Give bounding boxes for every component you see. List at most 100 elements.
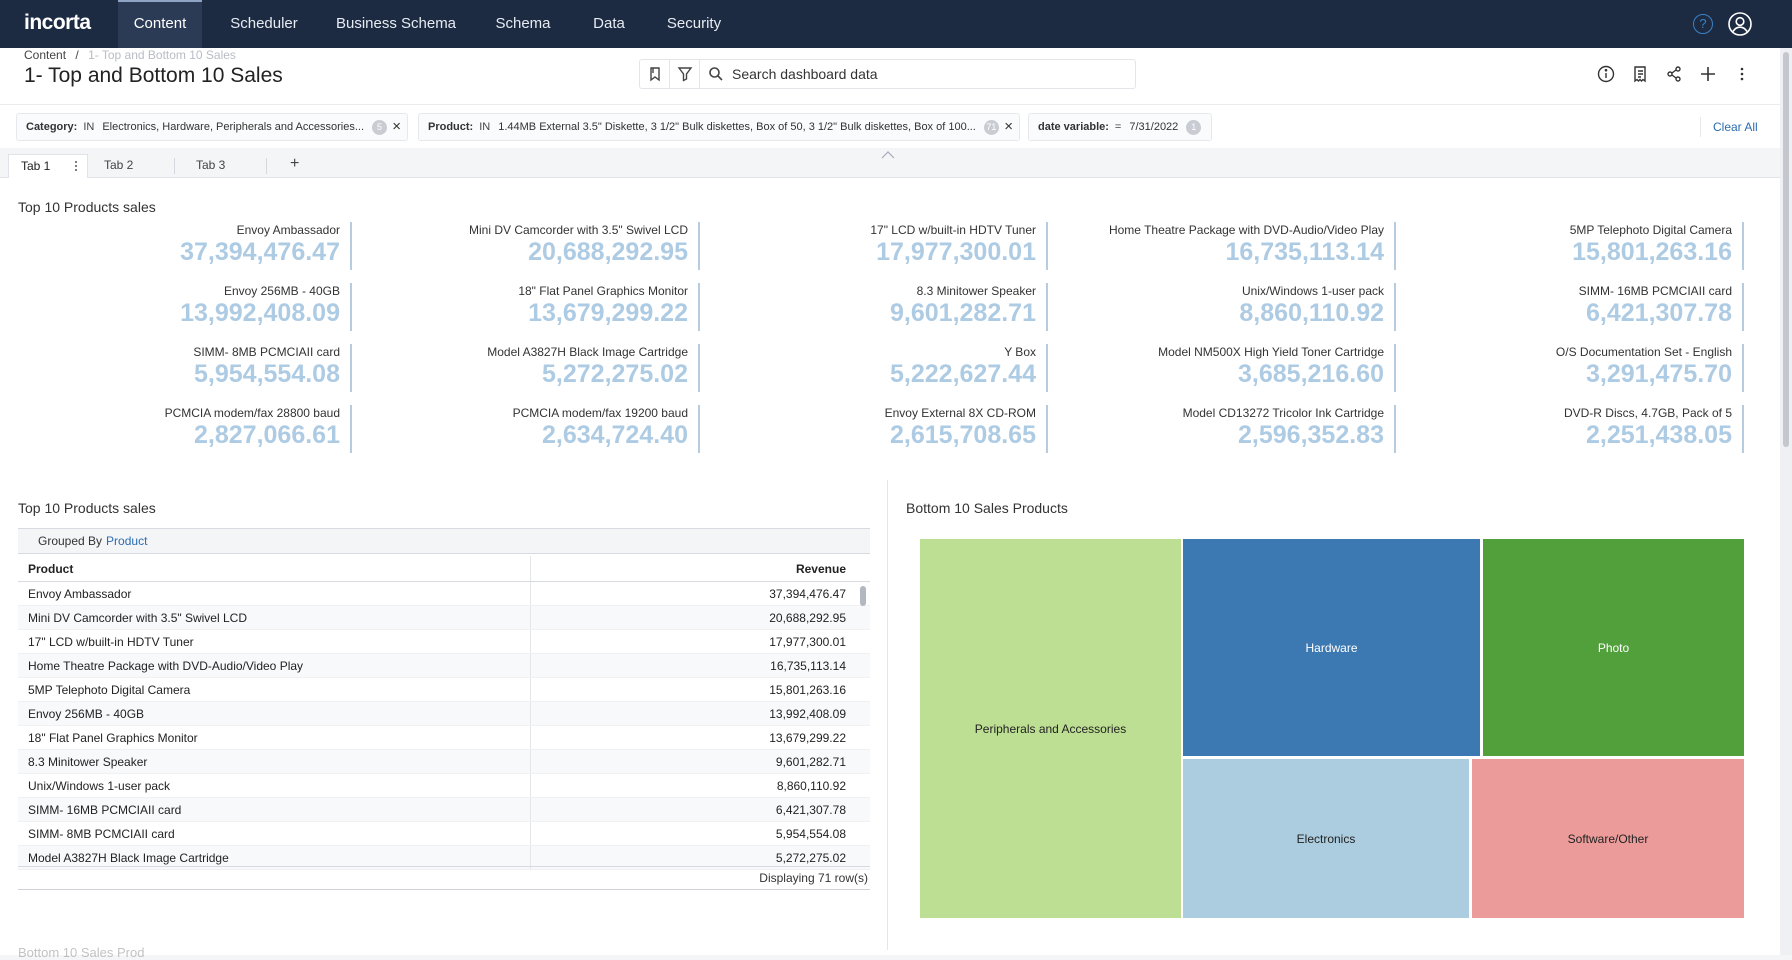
column-header-revenue[interactable]: Revenue — [795, 562, 846, 576]
notes-icon[interactable] — [1630, 64, 1650, 84]
tab-3[interactable]: Tab 3 — [196, 158, 226, 172]
column-divider — [530, 726, 531, 749]
product-cell: 17" LCD w/built-in HDTV Tuner — [28, 635, 194, 649]
clear-all-filters-button[interactable]: Clear All — [1700, 117, 1758, 137]
table-row[interactable]: SIMM- 16MB PCMCIAII card 6,421,307.78 — [18, 798, 870, 822]
kpi-card[interactable]: PCMCIA modem/fax 19200 baud 2,634,724.40 — [370, 405, 700, 453]
revenue-cell: 15,801,263.16 — [769, 683, 846, 697]
next-insight-title: Bottom 10 Sales Prod — [18, 945, 145, 960]
user-profile-icon[interactable] — [1728, 12, 1752, 36]
table-row[interactable]: Envoy 256MB - 40GB 13,992,408.09 — [18, 702, 870, 726]
page-scrollbar-thumb[interactable] — [1783, 52, 1789, 447]
nav-tab-business-schema[interactable]: Business Schema — [335, 15, 457, 32]
collapse-filters-icon[interactable] — [878, 148, 898, 162]
tile-photo[interactable]: Photo — [1483, 539, 1744, 756]
table-body: Envoy Ambassador 37,394,476.47 Mini DV Cam… — [18, 582, 870, 870]
filter-field: Category: — [26, 121, 78, 133]
share-icon[interactable] — [1664, 64, 1684, 84]
kpi-card[interactable]: Unix/Windows 1-user pack 8,860,110.92 — [1066, 283, 1396, 331]
kpi-value: 20,688,292.95 — [528, 238, 688, 266]
tile-peripherals-and-accessories[interactable]: Peripherals and Accessories — [920, 539, 1181, 918]
kpi-value: 8,860,110.92 — [1239, 299, 1384, 327]
tile-label: Software/Other — [1567, 831, 1649, 846]
table-row[interactable]: 17" LCD w/built-in HDTV Tuner 17,977,300.… — [18, 630, 870, 654]
dashboard-search-bar — [639, 59, 1136, 89]
dashboard-content: Top 10 Products sales Envoy Ambassador 37… — [0, 178, 1780, 960]
help-icon[interactable]: ? — [1693, 14, 1713, 34]
tab-1[interactable]: Tab 1 — [8, 154, 88, 178]
kpi-card[interactable]: Y Box 5,222,627.44 — [718, 344, 1048, 392]
filter-chip-product[interactable]: Product: IN 1.44MB External 3.5" Diskette,… — [418, 113, 1020, 141]
remove-filter-icon[interactable]: × — [392, 118, 401, 135]
tab-divider — [174, 158, 175, 174]
table-row[interactable]: SIMM- 8MB PCMCIAII card 5,954,554.08 — [18, 822, 870, 846]
table-row[interactable]: 8.3 Minitower Speaker 9,601,282.71 — [18, 750, 870, 774]
product-cell: Model A3827H Black Image Cartridge — [28, 851, 229, 865]
table-row[interactable]: 5MP Telephoto Digital Camera 15,801,263.1… — [18, 678, 870, 702]
nav-tab-security[interactable]: Security — [666, 15, 722, 32]
kpi-card[interactable]: Envoy Ambassador 37,394,476.47 — [22, 222, 352, 270]
kpi-card[interactable]: PCMCIA modem/fax 28800 baud 2,827,066.61 — [22, 405, 352, 453]
kpi-value: 5,954,554.08 — [194, 360, 340, 388]
kpi-value: 2,596,352.83 — [1238, 421, 1384, 449]
table-row[interactable]: Home Theatre Package with DVD-Audio/Vide… — [18, 654, 870, 678]
kpi-card[interactable]: Envoy 256MB - 40GB 13,992,408.09 — [22, 283, 352, 331]
search-input[interactable] — [732, 60, 1122, 88]
page-scrollbar[interactable] — [1780, 48, 1792, 955]
add-icon[interactable] — [1698, 64, 1718, 84]
tile-software-other[interactable]: Software/Other — [1472, 759, 1744, 918]
tab-2[interactable]: Tab 2 — [104, 158, 134, 172]
kpi-card[interactable]: Mini DV Camcorder with 3.5" Swivel LCD 20… — [370, 222, 700, 270]
filter-count-badge: 5 — [372, 119, 388, 135]
add-tab-button[interactable]: + — [290, 155, 300, 172]
table-row[interactable]: Mini DV Camcorder with 3.5" Swivel LCD 20… — [18, 606, 870, 630]
incorta-logo[interactable]: incorta — [24, 11, 91, 34]
product-cell: Envoy 256MB - 40GB — [28, 707, 145, 721]
kpi-card[interactable]: 5MP Telephoto Digital Camera 15,801,263.1… — [1414, 222, 1744, 270]
tab-menu-icon[interactable] — [71, 160, 81, 172]
kpi-card[interactable]: Envoy External 8X CD-ROM 2,615,708.65 — [718, 405, 1048, 453]
kpi-card[interactable]: 17" LCD w/built-in HDTV Tuner 17,977,300.… — [718, 222, 1048, 270]
info-icon[interactable] — [1596, 64, 1616, 84]
kpi-value: 2,615,708.65 — [890, 421, 1036, 449]
revenue-cell: 16,735,113.14 — [770, 659, 846, 673]
grouped-by-value[interactable]: Product — [106, 534, 148, 548]
kpi-card[interactable]: Home Theatre Package with DVD-Audio/Vide… — [1066, 222, 1396, 270]
filter-chip-date-variable[interactable]: date variable: = 7/31/2022 1 — [1028, 113, 1212, 141]
table-row[interactable]: 18" Flat Panel Graphics Monitor 13,679,29… — [18, 726, 870, 750]
kpi-card[interactable]: DVD-R Discs, 4.7GB, Pack of 5 2,251,438.0… — [1414, 405, 1744, 453]
breadcrumb-content-link[interactable]: Content — [24, 48, 67, 62]
table-row[interactable]: Unix/Windows 1-user pack 8,860,110.92 — [18, 774, 870, 798]
table-row[interactable]: Envoy Ambassador 37,394,476.47 — [18, 582, 870, 606]
kpi-value: 5,222,627.44 — [890, 360, 1036, 388]
revenue-cell: 5,954,554.08 — [775, 827, 846, 841]
column-divider — [530, 822, 531, 845]
more-options-icon[interactable] — [1732, 64, 1752, 84]
kpi-label: SIMM- 16MB PCMCIAII card — [1578, 284, 1732, 298]
filter-button[interactable] — [670, 60, 700, 88]
kpi-card[interactable]: Model CD13272 Tricolor Ink Cartridge 2,59… — [1066, 405, 1396, 453]
column-header-product[interactable]: Product — [28, 562, 74, 576]
kpi-card[interactable]: 18" Flat Panel Graphics Monitor 13,679,29… — [370, 283, 700, 331]
tile-hardware[interactable]: Hardware — [1183, 539, 1480, 756]
nav-tab-schema[interactable]: Schema — [495, 15, 551, 32]
kpi-card[interactable]: SIMM- 8MB PCMCIAII card 5,954,554.08 — [22, 344, 352, 392]
kpi-card[interactable]: Model A3827H Black Image Cartridge 5,272,… — [370, 344, 700, 392]
nav-tab-content[interactable]: Content — [118, 0, 202, 48]
table-footer: Displaying 71 row(s) — [18, 866, 870, 890]
filter-count-badge: 71 — [983, 119, 999, 135]
table-scrollbar[interactable] — [860, 586, 866, 606]
revenue-cell: 6,421,307.78 — [775, 803, 846, 817]
kpi-label: Model A3827H Black Image Cartridge — [487, 345, 688, 359]
kpi-value: 13,992,408.09 — [180, 299, 340, 327]
kpi-card[interactable]: O/S Documentation Set - English 3,291,475… — [1414, 344, 1744, 392]
nav-tab-scheduler[interactable]: Scheduler — [230, 15, 298, 32]
tile-electronics[interactable]: Electronics — [1183, 759, 1469, 918]
nav-tab-data[interactable]: Data — [593, 15, 625, 32]
remove-filter-icon[interactable]: × — [1004, 118, 1013, 135]
kpi-card[interactable]: 8.3 Minitower Speaker 9,601,282.71 — [718, 283, 1048, 331]
bookmark-button[interactable] — [640, 60, 670, 88]
kpi-card[interactable]: Model NM500X High Yield Toner Cartridge 3… — [1066, 344, 1396, 392]
kpi-card[interactable]: SIMM- 16MB PCMCIAII card 6,421,307.78 — [1414, 283, 1744, 331]
filter-chip-category[interactable]: Category: IN Electronics, Hardware, Periph… — [16, 113, 408, 141]
